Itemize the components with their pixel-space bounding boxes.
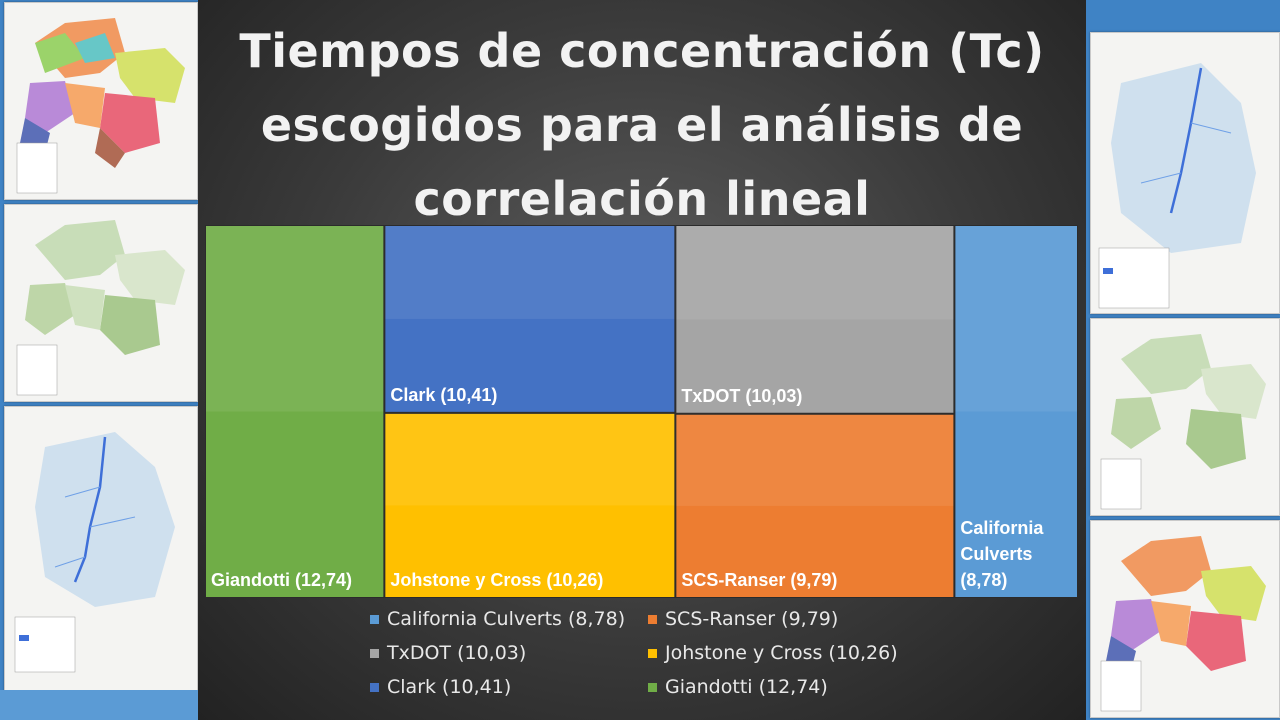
legend-swatch (370, 682, 379, 692)
map-basins-green-image (16, 220, 185, 396)
treemap-label-clark: Clark (10,41) (390, 385, 497, 405)
legend-label: California Culverts (8,78) (387, 608, 626, 630)
legend-item-california-culverts-8-78: California Culverts (8,78) (370, 608, 625, 630)
legend-swatch (370, 614, 379, 624)
treemap-label-scs-ranser: SCS-Ranser (9,79) (681, 570, 837, 590)
treemap-tile-clark (384, 225, 676, 413)
map-thumbnail-drainage-right (1090, 32, 1280, 314)
legend-label: Johstone y Cross (10,26) (665, 642, 898, 664)
left-bottom-bar (0, 690, 198, 720)
map-thumbnail-basins-color (4, 2, 198, 200)
chart-legend: California Culverts (8,78) SCS-Ranser (9,… (370, 608, 970, 718)
legend-label: TxDOT (10,03) (387, 642, 527, 664)
right-map-panel (1086, 0, 1280, 720)
map-drainage-right-image (1098, 63, 1256, 309)
treemap-label-txdot: TxDOT (10,03) (681, 386, 802, 406)
treemap-tile-shade-clark (385, 226, 675, 319)
map-thumbnail-basins-color-right (1090, 520, 1280, 718)
legend-swatch (370, 648, 379, 658)
legend-item-scs-ranser-9-79: SCS-Ranser (9,79) (648, 608, 838, 630)
left-map-panel (0, 0, 198, 720)
legend-item-clark-10-41: Clark (10,41) (370, 676, 511, 698)
map-thumbnail-basins-green-right (1090, 318, 1280, 516)
slide-title: Tiempos de concentración (Tc) escogidos … (198, 14, 1086, 236)
treemap-label-giandotti: Giandotti (12,74) (211, 570, 352, 590)
legend-label: Clark (10,41) (387, 676, 512, 698)
treemap-tile-shade-txdot (676, 226, 954, 320)
treemap-label-johstone-y-cross: Johstone y Cross (10,26) (390, 570, 603, 590)
treemap-tile-shade-giandotti (206, 226, 384, 412)
map-thumbnail-basins-green (4, 204, 198, 402)
treemap-chart: Giandotti (12,74) Clark (10,41) Johstone y… (205, 225, 1078, 598)
treemap-label-california-culverts-line-2: Culverts (960, 544, 1032, 564)
title-line-2: escogidos para el análisis de (260, 98, 1024, 152)
legend-swatch (648, 614, 657, 624)
treemap-tile-shade-scs-ranser (676, 414, 954, 506)
title-line-3: correlación lineal (413, 172, 871, 226)
treemap-label-california-culverts-line-1: California (960, 518, 1044, 538)
treemap-tile-california-culverts (954, 225, 1078, 598)
legend-label: SCS-Ranser (9,79) (665, 608, 839, 630)
map-basins-color-image (16, 18, 185, 194)
treemap-label-california-culverts-line-3: (8,78) (960, 570, 1007, 590)
map-basins-color-right-image (1100, 536, 1266, 712)
map-thumbnail-drainage (4, 406, 198, 692)
treemap-tile-scs-ranser (675, 413, 955, 598)
legend-item-txdot-10-03: TxDOT (10,03) (370, 642, 526, 664)
legend-item-giandotti-12-74: Giandotti (12,74) (648, 676, 828, 698)
map-drainage-image (14, 432, 175, 673)
title-line-1: Tiempos de concentración (Tc) (239, 24, 1045, 78)
legend-swatch (648, 682, 657, 692)
legend-item-johstone-y-cross-10-26: Johstone y Cross (10,26) (648, 642, 898, 664)
treemap-tile-txdot (675, 225, 955, 414)
treemap-tile-shade-johstone-y-cross (385, 413, 675, 506)
legend-label: Giandotti (12,74) (665, 676, 828, 698)
treemap-tile-shade-california-culverts (955, 226, 1077, 412)
legend-swatch (648, 648, 657, 658)
treemap-tile-giandotti (205, 225, 385, 598)
treemap-tile-johstone-y-cross (384, 412, 676, 598)
map-basins-green-right-image (1100, 334, 1266, 510)
